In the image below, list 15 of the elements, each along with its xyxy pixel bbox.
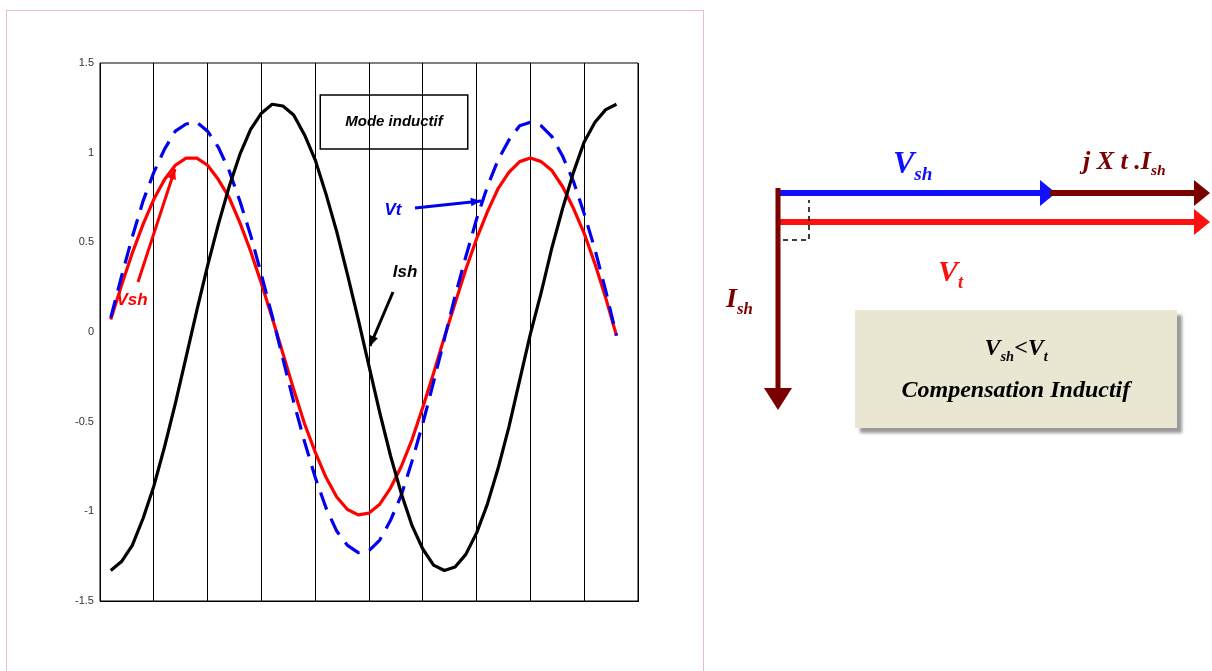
text: Compensation Inductif xyxy=(901,376,1131,402)
y-tick-label: -1 xyxy=(84,504,94,517)
annotation: Vsh xyxy=(116,289,148,309)
y-tick-label: -1.5 xyxy=(75,594,94,607)
annotation: Ish xyxy=(392,261,418,281)
y-tick-label: 0 xyxy=(87,325,94,338)
y-tick-label: 1 xyxy=(87,145,94,158)
y-tick-label: 0.5 xyxy=(78,235,94,248)
text: I$_{sh}$ xyxy=(726,282,753,318)
y-tick-label: -0.5 xyxy=(75,414,94,427)
y-tick-label: 1.5 xyxy=(78,56,94,69)
text: V$_{sh}$ xyxy=(893,144,933,185)
text: V$_{t}$ xyxy=(938,254,964,292)
annotation: Vt xyxy=(384,199,403,219)
text: V$_{sh}$<V$_{t}$ xyxy=(984,334,1048,364)
